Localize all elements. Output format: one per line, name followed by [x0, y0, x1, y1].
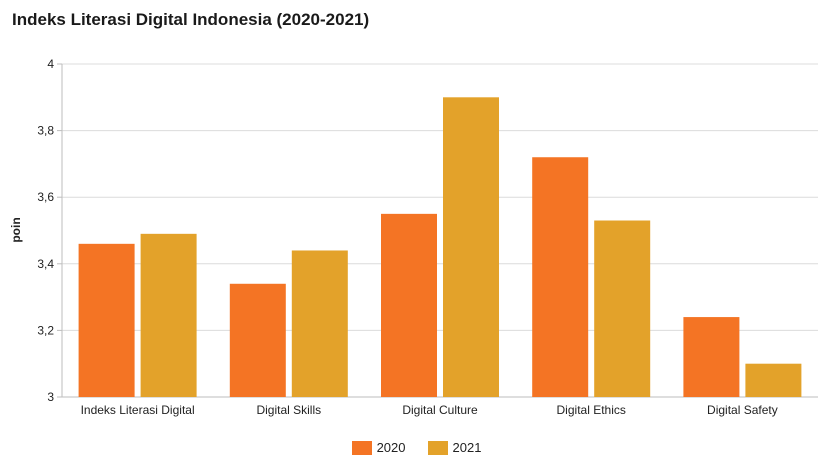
bar-2021-indeks-literasi-digital[interactable] [140, 233, 197, 397]
y-tick-label: 3,2 [37, 323, 54, 337]
bar-chart: 3 3,2 3,4 3,6 3,8 4 Indeks Literasi Digital Di… [9, 57, 818, 417]
y-tick-label: 3,8 [37, 124, 54, 138]
bar-2021-digital-culture[interactable] [443, 97, 499, 398]
bar-2020-digital-culture[interactable] [381, 213, 437, 397]
x-tick-label: Digital Ethics [557, 403, 626, 417]
legend-item-2020[interactable]: 2020 [351, 440, 406, 455]
x-tick-label: Digital Skills [256, 403, 321, 417]
chart-title: Indeks Literasi Digital Indonesia (2020-… [12, 10, 370, 29]
x-tick-label: Digital Safety [707, 403, 778, 417]
x-tick-label: Indeks Literasi Digital [81, 403, 195, 417]
legend-swatch-2021 [427, 440, 448, 455]
x-axis: Indeks Literasi Digital Digital Skills Dig… [81, 403, 778, 417]
legend-label-2020: 2020 [376, 440, 406, 455]
legend-item-2021[interactable]: 2021 [427, 440, 482, 455]
y-axis: 3 3,2 3,4 3,6 3,8 4 [37, 57, 63, 404]
y-tick-label: 3 [47, 390, 54, 404]
bar-2020-digital-ethics[interactable] [532, 157, 589, 397]
bar-2021-digital-ethics[interactable] [594, 220, 651, 397]
y-tick-label: 4 [47, 57, 54, 71]
legend: 2020 2021 [0, 440, 833, 455]
y-tick-label: 3,4 [37, 257, 54, 271]
bar-2020-indeks-literasi-digital[interactable] [78, 243, 135, 397]
bars [78, 97, 802, 398]
legend-label-2021: 2021 [452, 440, 482, 455]
legend-swatch-2020 [351, 440, 372, 455]
y-axis-label: poin [9, 217, 23, 242]
bar-2021-digital-safety[interactable] [745, 363, 802, 397]
y-tick-label: 3,6 [37, 190, 54, 204]
x-tick-label: Digital Culture [402, 403, 478, 417]
bar-2020-digital-safety[interactable] [683, 317, 740, 397]
bar-2020-digital-skills[interactable] [229, 283, 286, 397]
bar-2021-digital-skills[interactable] [291, 250, 348, 397]
